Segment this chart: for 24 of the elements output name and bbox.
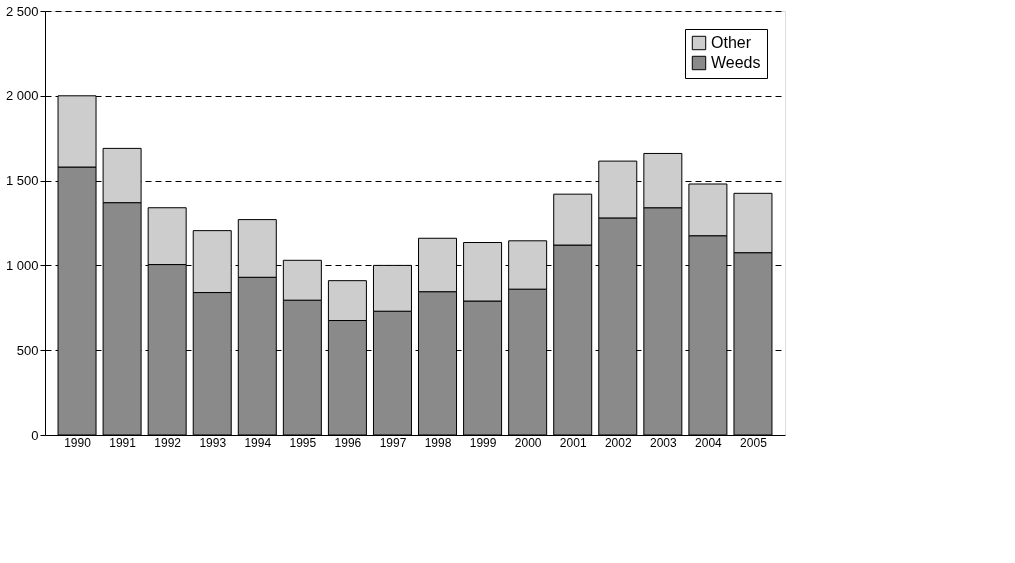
x-tick-label: 1997 [379, 435, 407, 450]
x-tick-label: 2001 [559, 435, 587, 450]
y-tick-label: 500 [16, 342, 39, 358]
y-tick-label: 0 [31, 427, 39, 443]
x-tick-label: 2005 [740, 435, 768, 450]
y-tick-label: 1 500 [5, 173, 39, 189]
y-tick-label: 1 000 [5, 257, 39, 273]
x-tick-label: 2000 [514, 435, 542, 450]
x-tick-label: 1991 [109, 435, 137, 450]
y-tick-label: 2 500 [5, 3, 39, 19]
x-tick-label: 1995 [289, 435, 317, 450]
x-tick-label: 1999 [469, 435, 497, 450]
x-tick-label: 2003 [649, 435, 678, 450]
legend-label: Weeds [711, 54, 761, 71]
x-tick-label: 1990 [64, 435, 92, 450]
x-tick-label: 1998 [424, 435, 452, 450]
y-tick-label: 2 000 [5, 88, 39, 104]
x-tick-label: 2004 [695, 435, 723, 450]
x-tick-label: 1993 [199, 435, 227, 450]
x-tick-label: 1994 [244, 435, 272, 450]
x-tick-label: 1992 [154, 435, 182, 450]
x-tick-label: 1996 [334, 435, 362, 450]
legend-label: Other [711, 34, 752, 51]
x-tick-label: 2002 [604, 435, 632, 450]
